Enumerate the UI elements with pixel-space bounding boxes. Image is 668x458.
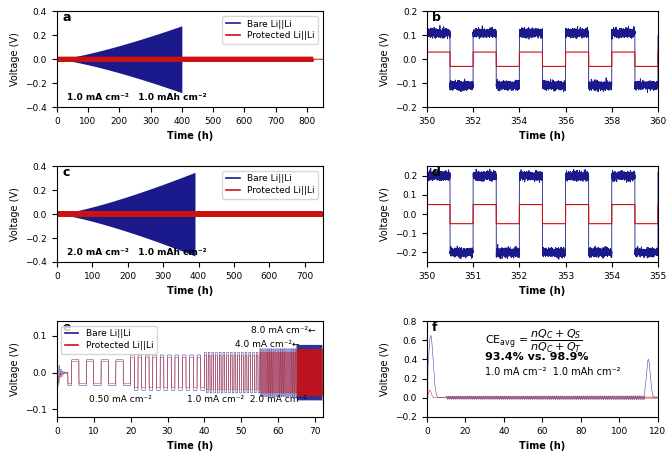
X-axis label: Time (h): Time (h) xyxy=(166,286,213,296)
Legend: Bare Li||Li, Protected Li||Li: Bare Li||Li, Protected Li||Li xyxy=(222,16,318,44)
Y-axis label: Voltage (V): Voltage (V) xyxy=(10,33,20,86)
Y-axis label: Voltage (V): Voltage (V) xyxy=(9,342,19,396)
Text: e: e xyxy=(62,321,71,334)
Text: 2.0 mA cm⁻²   1.0 mAh cm⁻²: 2.0 mA cm⁻² 1.0 mAh cm⁻² xyxy=(67,248,207,257)
Text: 8.0 mA cm⁻²←: 8.0 mA cm⁻²← xyxy=(250,326,315,335)
Legend: Bare Li||Li, Protected Li||Li: Bare Li||Li, Protected Li||Li xyxy=(222,171,318,199)
Text: $\mathrm{CE_{avg}}$ = $\dfrac{nQ_C+Q_S}{nQ_C+Q_T}$: $\mathrm{CE_{avg}}$ = $\dfrac{nQ_C+Q_S}{… xyxy=(485,328,582,355)
Text: 1.0 mA cm⁻²  2.0 mA cm⁻²: 1.0 mA cm⁻² 2.0 mA cm⁻² xyxy=(187,395,307,404)
Text: a: a xyxy=(62,11,71,24)
Y-axis label: Voltage (V): Voltage (V) xyxy=(380,342,390,396)
Text: 1.0 mA cm⁻²   1.0 mAh cm⁻²: 1.0 mA cm⁻² 1.0 mAh cm⁻² xyxy=(67,93,207,102)
X-axis label: Time (h): Time (h) xyxy=(166,131,213,142)
Text: d: d xyxy=(432,166,440,179)
Text: 1.0 mA cm⁻²  1.0 mAh cm⁻²: 1.0 mA cm⁻² 1.0 mAh cm⁻² xyxy=(485,367,620,377)
X-axis label: Time (h): Time (h) xyxy=(166,441,213,451)
X-axis label: Time (h): Time (h) xyxy=(519,286,566,296)
Text: 0.50 mA cm⁻²: 0.50 mA cm⁻² xyxy=(89,395,152,404)
Text: b: b xyxy=(432,11,440,24)
X-axis label: Time (h): Time (h) xyxy=(519,131,566,142)
Y-axis label: Voltage (V): Voltage (V) xyxy=(379,187,389,241)
Text: 93.4% vs. 98.9%: 93.4% vs. 98.9% xyxy=(485,352,588,362)
Text: f: f xyxy=(432,321,437,334)
Text: c: c xyxy=(62,166,69,179)
Y-axis label: Voltage (V): Voltage (V) xyxy=(379,33,389,86)
Legend: Bare Li||Li, Protected Li||Li: Bare Li||Li, Protected Li||Li xyxy=(61,326,157,354)
Y-axis label: Voltage (V): Voltage (V) xyxy=(10,187,20,241)
X-axis label: Time (h): Time (h) xyxy=(519,441,566,451)
Text: 4.0 mA cm⁻²←: 4.0 mA cm⁻²← xyxy=(235,340,299,349)
